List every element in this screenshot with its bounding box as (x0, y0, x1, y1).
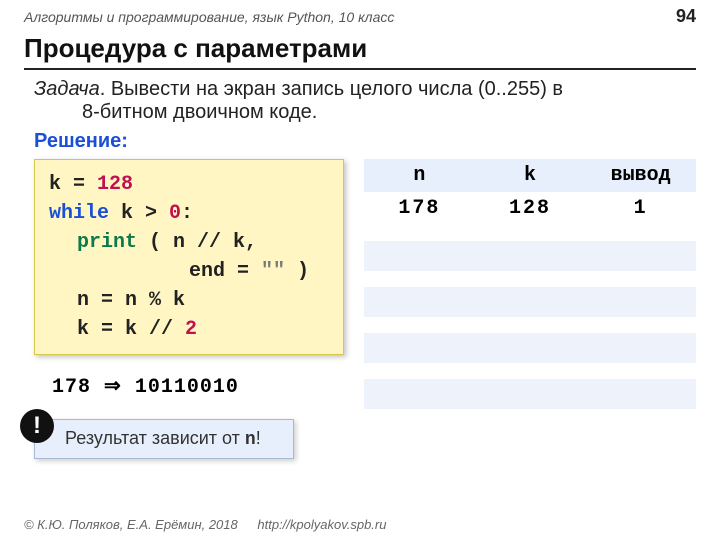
trace-table: n k вывод 178 128 1 (364, 159, 696, 409)
content-columns: k = 128 while k > 0: print ( n // k, end… (24, 159, 696, 459)
table-header: n k вывод (364, 159, 696, 192)
code-line-1: k = 128 (49, 170, 329, 199)
task: Задача. Вывести на экран запись целого ч… (24, 78, 696, 124)
col-right: n k вывод 178 128 1 (364, 159, 696, 459)
arrow-icon: ⇒ (104, 375, 122, 397)
task-line1: . Вывести на экран запись целого числа (… (100, 78, 563, 100)
conv-from: 178 (52, 376, 91, 399)
code-line-4: end = "" ) (49, 257, 329, 286)
course-name: Алгоритмы и программирование, язык Pytho… (24, 9, 394, 25)
slide: Алгоритмы и программирование, язык Pytho… (0, 0, 720, 540)
code-line-5: n = n % k (49, 286, 329, 315)
table-row-empty (364, 241, 696, 271)
conv-to: 10110010 (135, 376, 239, 399)
table-row-empty (364, 379, 696, 409)
copyright: © К.Ю. Поляков, Е.А. Ерёмин, 2018 (24, 517, 238, 532)
code-line-3: print ( n // k, (49, 228, 329, 257)
col-left: k = 128 while k > 0: print ( n // k, end… (34, 159, 344, 459)
solution-label: Решение: (24, 130, 696, 153)
table-row-empty (364, 287, 696, 317)
code-line-2: while k > 0: (49, 199, 329, 228)
footer-link[interactable]: http://kpolyakov.spb.ru (257, 517, 386, 532)
th-out: вывод (585, 159, 696, 192)
td-k: 128 (475, 192, 586, 225)
task-label: Задача (34, 78, 100, 100)
topbar: Алгоритмы и программирование, язык Pytho… (24, 0, 696, 27)
td-out: 1 (585, 192, 696, 225)
td-n: 178 (364, 192, 475, 225)
table-row: 178 128 1 (364, 192, 696, 225)
th-k: k (475, 159, 586, 192)
footer: © К.Ю. Поляков, Е.А. Ерёмин, 2018 http:/… (24, 517, 386, 532)
page-number: 94 (676, 6, 696, 27)
task-line2: 8-битном двоичном коде. (34, 101, 696, 124)
table-row-empty (364, 333, 696, 363)
exclamation-icon: ! (20, 409, 54, 443)
code-line-6: k = k // 2 (49, 315, 329, 344)
code-box: k = 128 while k > 0: print ( n // k, end… (34, 159, 344, 355)
th-n: n (364, 159, 475, 192)
note-box: ! Результат зависит от n! (34, 419, 294, 459)
note-text: Результат зависит от n! (34, 419, 294, 459)
conversion: 178 ⇒ 10110010 (34, 373, 344, 399)
page-title: Процедура с параметрами (24, 33, 696, 70)
